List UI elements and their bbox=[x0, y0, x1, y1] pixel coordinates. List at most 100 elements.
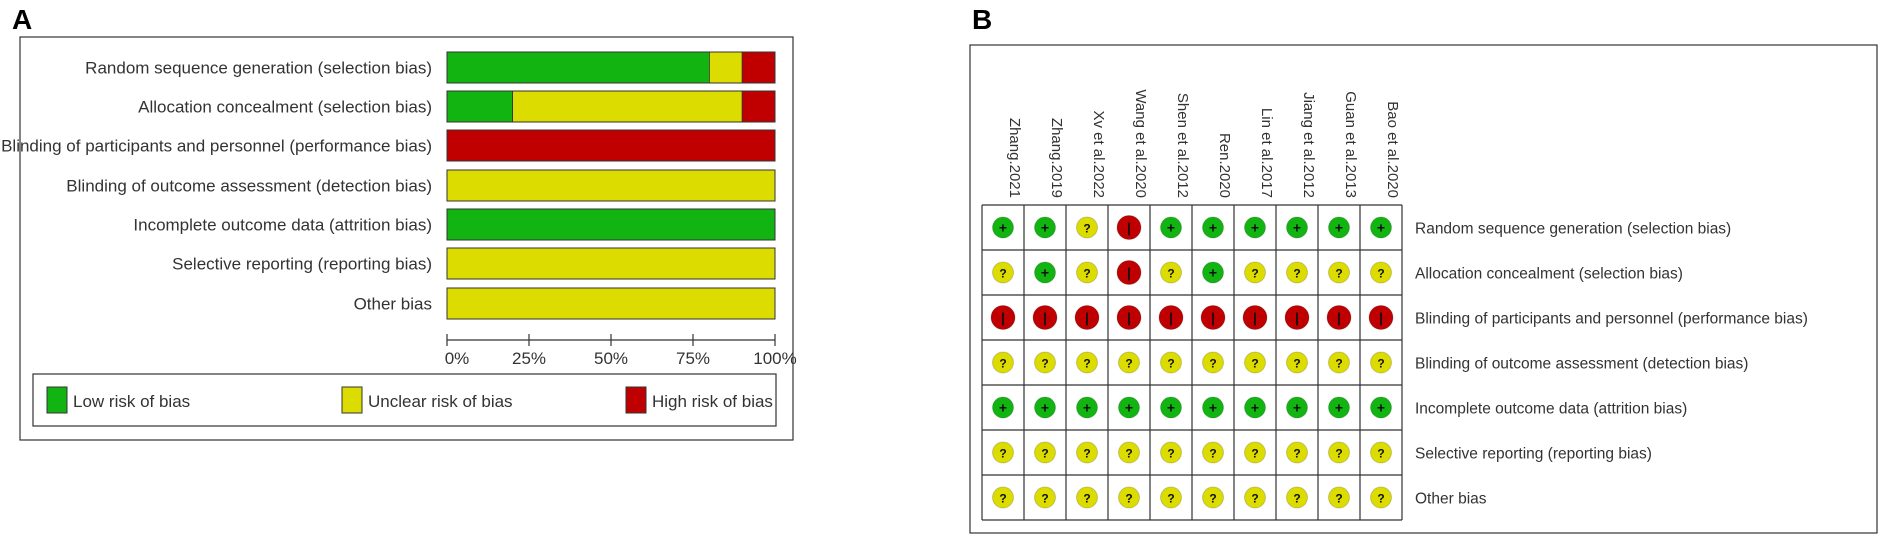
judgement-low-r4-c1 bbox=[1034, 396, 1056, 419]
judgement-symbol-r5-c1: ? bbox=[1041, 447, 1048, 461]
judgement-symbol-r4-c2: + bbox=[1083, 400, 1091, 416]
judgement-symbol-r6-c8: ? bbox=[1335, 492, 1342, 506]
panel-b-domain-label-selective-reporting-reporting-bias: Selective reporting (reporting bias) bbox=[1415, 446, 1652, 463]
judgement-high-r2-c7 bbox=[1284, 305, 1310, 330]
judgement-symbol-r1-c2: ? bbox=[1083, 267, 1090, 281]
x-tick-label-0: 0% bbox=[445, 349, 470, 368]
study-header-lin-et-al-2017: Lin et al.2017 bbox=[1258, 108, 1275, 198]
judgement-low-r4-c2 bbox=[1076, 396, 1098, 419]
panel-a-domain-label-incomplete-outcome-data-attrition-bias: Incomplete outcome data (attrition bias) bbox=[133, 216, 432, 235]
judgement-high-r2-c9 bbox=[1368, 305, 1394, 330]
study-header-zhang-2021: Zhang.2021 bbox=[1006, 118, 1023, 198]
judgement-unclear-r3-c3 bbox=[1118, 351, 1140, 374]
judgement-symbol-r5-c6: ? bbox=[1251, 447, 1258, 461]
judgement-symbol-r5-c8: ? bbox=[1335, 447, 1342, 461]
judgement-symbol-r1-c4: ? bbox=[1167, 267, 1174, 281]
judgement-symbol-r4-c1: + bbox=[1041, 400, 1049, 416]
bar-outline-blinding-of-outcome-assessment-detection-bias bbox=[446, 169, 776, 202]
judgement-unclear-r6-c4 bbox=[1160, 486, 1182, 509]
panel-a-domain-label-random-sequence-generation-selection-bias: Random sequence generation (selection bi… bbox=[85, 59, 432, 78]
x-tick-label-2: 50% bbox=[594, 349, 628, 368]
bar-blinding-of-participants-and-personnel-performance-bias-high bbox=[446, 129, 776, 162]
judgement-unclear-r3-c5 bbox=[1202, 351, 1224, 374]
judgement-symbol-r1-c0: ? bbox=[999, 267, 1006, 281]
judgement-symbol-r1-c8: ? bbox=[1335, 267, 1342, 281]
study-header-guan-et-al-2013: Guan et al.2013 bbox=[1342, 91, 1359, 198]
study-header-jiang-et-al-2012: Jiang et al.2012 bbox=[1300, 92, 1317, 198]
judgement-symbol-r1-c3: | bbox=[1127, 265, 1131, 281]
panel-a-domain-label-allocation-concealment-selection-bias: Allocation concealment (selection bias) bbox=[138, 98, 432, 117]
x-tick-label-1: 25% bbox=[512, 349, 546, 368]
judgement-symbol-r0-c2: ? bbox=[1083, 222, 1090, 236]
judgement-symbol-r6-c1: ? bbox=[1041, 492, 1048, 506]
judgement-symbol-r0-c0: + bbox=[999, 220, 1007, 236]
judgement-low-r0-c0 bbox=[992, 216, 1014, 239]
bar-outline-selective-reporting-reporting-bias bbox=[446, 247, 776, 280]
judgement-symbol-r4-c4: + bbox=[1167, 400, 1175, 416]
judgement-unclear-r6-c0 bbox=[992, 486, 1014, 509]
judgement-low-r0-c6 bbox=[1244, 216, 1266, 239]
judgement-unclear-r3-c9 bbox=[1370, 351, 1392, 374]
judgement-low-r0-c9 bbox=[1370, 216, 1392, 239]
judgement-symbol-r4-c9: + bbox=[1377, 400, 1385, 416]
judgement-low-r0-c8 bbox=[1328, 216, 1350, 239]
bar-random-sequence-generation-selection-bias-low bbox=[446, 51, 710, 84]
x-tick-label-3: 75% bbox=[676, 349, 710, 368]
judgement-high-r2-c1 bbox=[1032, 305, 1058, 330]
judgement-symbol-r2-c2: | bbox=[1085, 310, 1089, 326]
judgement-symbol-r1-c5: + bbox=[1209, 265, 1217, 281]
judgement-unclear-r3-c4 bbox=[1160, 351, 1182, 374]
judgement-symbol-r4-c0: + bbox=[999, 400, 1007, 416]
judgement-symbol-r3-c7: ? bbox=[1293, 357, 1300, 371]
judgement-low-r4-c5 bbox=[1202, 396, 1224, 419]
judgement-symbol-r6-c7: ? bbox=[1293, 492, 1300, 506]
judgement-symbol-r0-c5: + bbox=[1209, 220, 1217, 236]
bar-outline-other-bias bbox=[446, 287, 776, 320]
panel-b-label: B bbox=[972, 4, 993, 35]
judgement-symbol-r2-c6: | bbox=[1253, 310, 1257, 326]
judgement-symbol-r5-c3: ? bbox=[1125, 447, 1132, 461]
judgement-unclear-r3-c0 bbox=[992, 351, 1014, 374]
bar-incomplete-outcome-data-attrition-bias-low bbox=[446, 208, 776, 241]
study-header-bao-et-al-2020: Bao et al.2020 bbox=[1384, 101, 1401, 198]
judgement-symbol-r4-c7: + bbox=[1293, 400, 1301, 416]
judgement-symbol-r4-c5: + bbox=[1209, 400, 1217, 416]
judgement-symbol-r5-c9: ? bbox=[1377, 447, 1384, 461]
judgement-symbol-r0-c9: + bbox=[1377, 220, 1385, 236]
judgement-unclear-r6-c2 bbox=[1076, 486, 1098, 509]
legend-label-low: Low risk of bias bbox=[73, 392, 190, 411]
judgement-unclear-r5-c1 bbox=[1034, 441, 1056, 464]
judgement-low-r0-c5 bbox=[1202, 216, 1224, 239]
judgement-unclear-r1-c4 bbox=[1160, 261, 1182, 284]
judgement-symbol-r2-c0: | bbox=[1001, 310, 1005, 326]
judgement-symbol-r3-c9: ? bbox=[1377, 357, 1384, 371]
judgement-high-r2-c8 bbox=[1326, 305, 1352, 330]
judgement-high-r1-c3 bbox=[1116, 260, 1142, 285]
judgement-symbol-r2-c7: | bbox=[1295, 310, 1299, 326]
judgement-unclear-r6-c8 bbox=[1328, 486, 1350, 509]
judgement-low-r4-c0 bbox=[992, 396, 1014, 419]
judgement-symbol-r6-c9: ? bbox=[1377, 492, 1384, 506]
judgement-low-r1-c1 bbox=[1034, 261, 1056, 284]
judgement-unclear-r5-c4 bbox=[1160, 441, 1182, 464]
panel-b-domain-label-blinding-of-participants-and-personnel-performance-bias: Blinding of participants and personnel (… bbox=[1415, 311, 1808, 328]
judgement-symbol-r6-c2: ? bbox=[1083, 492, 1090, 506]
study-header-xv-et-al-2022: Xv et al.2022 bbox=[1090, 110, 1107, 198]
bar-random-sequence-generation-selection-bias-high bbox=[741, 51, 776, 84]
panel-a-domain-label-blinding-of-participants-and-personnel-performance-bias: Blinding of participants and personnel (… bbox=[1, 137, 432, 156]
judgement-unclear-r5-c3 bbox=[1118, 441, 1140, 464]
judgement-symbol-r5-c5: ? bbox=[1209, 447, 1216, 461]
judgement-high-r2-c4 bbox=[1158, 305, 1184, 330]
judgement-symbol-r5-c2: ? bbox=[1083, 447, 1090, 461]
judgement-low-r1-c5 bbox=[1202, 261, 1224, 284]
judgement-symbol-r2-c3: | bbox=[1127, 310, 1131, 326]
judgement-unclear-r3-c8 bbox=[1328, 351, 1350, 374]
judgement-unclear-r6-c5 bbox=[1202, 486, 1224, 509]
judgement-symbol-r1-c7: ? bbox=[1293, 267, 1300, 281]
panel-a-domain-label-selective-reporting-reporting-bias: Selective reporting (reporting bias) bbox=[172, 255, 432, 274]
judgement-high-r2-c2 bbox=[1074, 305, 1100, 330]
judgement-symbol-r3-c0: ? bbox=[999, 357, 1006, 371]
judgement-unclear-r3-c6 bbox=[1244, 351, 1266, 374]
judgement-symbol-r1-c9: ? bbox=[1377, 267, 1384, 281]
